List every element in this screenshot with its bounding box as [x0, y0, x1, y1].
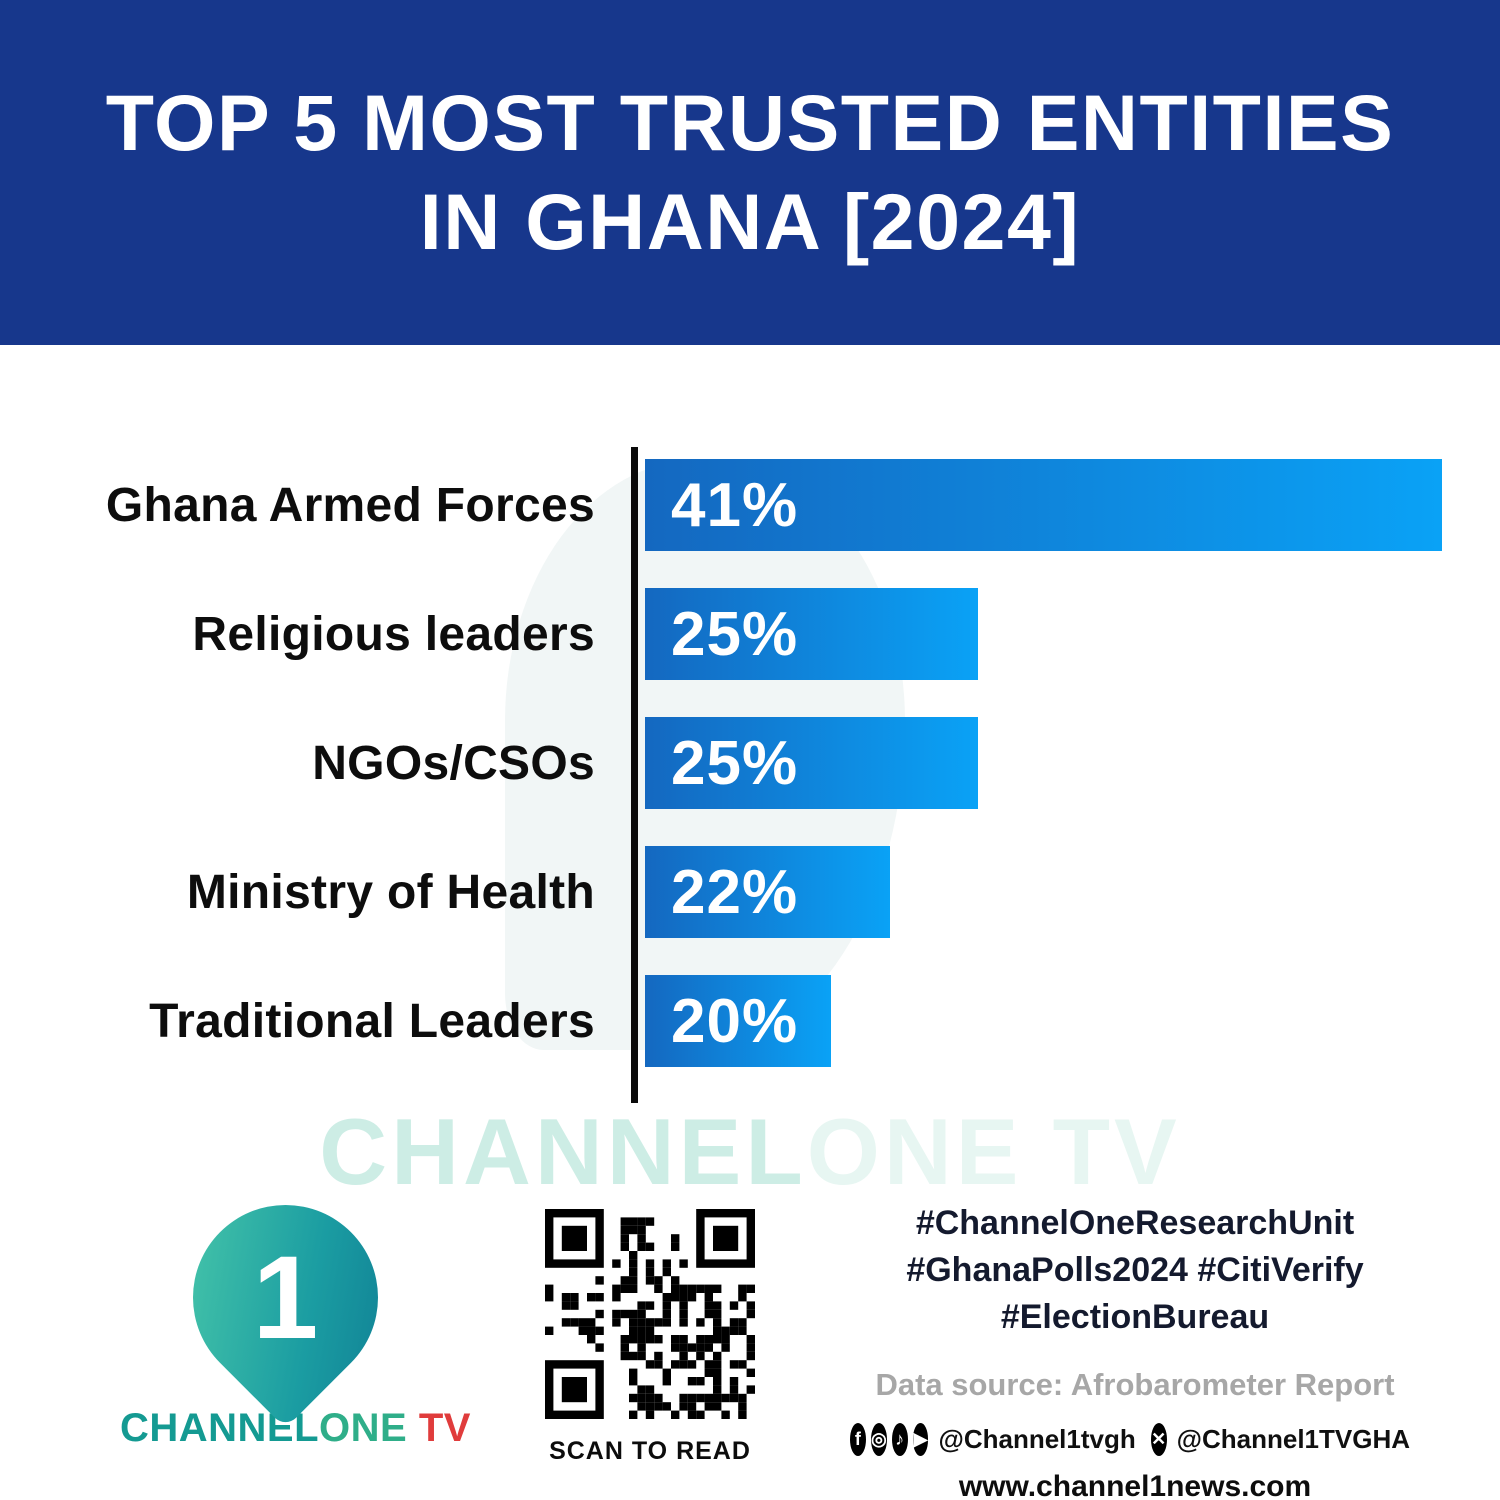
bar-value: 41% — [671, 470, 799, 540]
footer-info-block: #ChannelOneResearchUnit #GhanaPolls2024 … — [849, 1200, 1420, 1500]
page-title-line-2: IN GHANA [2024] — [419, 176, 1081, 266]
hashtag-line-3: #ElectionBureau — [1000, 1297, 1270, 1336]
bar-label: Religious leaders — [192, 607, 595, 661]
bar: 20% — [645, 975, 831, 1067]
bar-value: 22% — [671, 857, 799, 927]
bar-chart: Ghana Armed Forces 41% Religious leaders 25… — [0, 447, 1500, 1107]
bar-value: 25% — [671, 599, 799, 669]
youtube-icon: ▶ — [912, 1422, 929, 1456]
bar-row: Traditional Leaders 20% — [0, 975, 1500, 1067]
bar-label: Ministry of Health — [186, 865, 595, 919]
website-url: www.channel1news.com — [958, 1469, 1312, 1500]
header-banner: TOP 5 MOST TRUSTED ENTITIES IN GHANA [20… — [0, 0, 1500, 345]
instagram-icon: ◎ — [870, 1422, 887, 1456]
watermark-part2: ONE TV — [806, 1099, 1181, 1204]
bar: 41% — [645, 459, 1442, 551]
bar-label: Ghana Armed Forces — [105, 478, 595, 532]
channel-one-logo-icon: 1 — [154, 1166, 416, 1429]
logo-numeral: 1 — [252, 1231, 318, 1364]
bar-row: Ministry of Health 22% — [0, 846, 1500, 938]
watermark-part1: CHANNEL — [319, 1099, 807, 1204]
hashtag-line-2: #GhanaPolls2024 #CitiVerify — [906, 1250, 1364, 1289]
bar-rows: Ghana Armed Forces 41% Religious leaders 25… — [0, 459, 1500, 1104]
social-row: f ◎ ♪ ▶ @Channel1tvgh ✕ @Channel1TVGHA — [849, 1422, 1420, 1456]
hashtag-line-1: #ChannelOneResearchUnit — [915, 1204, 1355, 1242]
bar-label: Traditional Leaders — [149, 994, 595, 1048]
qr-block: SCAN TO READ — [540, 1205, 760, 1466]
chart-axis-line — [631, 447, 638, 1103]
bar-row: Religious leaders 25% — [0, 588, 1500, 680]
qr-caption: SCAN TO READ — [549, 1437, 751, 1465]
page-title-line-1: TOP 5 MOST TRUSTED ENTITIES — [105, 77, 1395, 167]
brand-tv: TV — [407, 1406, 471, 1450]
qr-code — [541, 1205, 759, 1423]
tiktok-icon: ♪ — [891, 1422, 908, 1456]
brand-one: ONE — [319, 1406, 408, 1450]
data-source-text: Data source: Afrobarometer Report — [875, 1366, 1395, 1402]
bar-value: 20% — [671, 986, 799, 1056]
channel-one-logo-block: 1 CHANNELONE TV — [120, 1166, 470, 1451]
social-handle-2: @Channel1TVGHA — [1176, 1423, 1411, 1454]
facebook-icon: f — [849, 1422, 866, 1456]
social-handle-1: @Channel1tvgh — [938, 1423, 1136, 1454]
bar-row: Ghana Armed Forces 41% — [0, 459, 1500, 551]
bar: 22% — [645, 846, 890, 938]
channel-one-watermark: CHANNELONE TV — [0, 1098, 1500, 1206]
bar-label: NGOs/CSOs — [312, 736, 595, 790]
bar-row: NGOs/CSOs 25% — [0, 717, 1500, 809]
bar-value: 25% — [671, 728, 799, 798]
bar: 25% — [645, 588, 978, 680]
bar: 25% — [645, 717, 978, 809]
x-icon: ✕ — [1150, 1422, 1167, 1456]
